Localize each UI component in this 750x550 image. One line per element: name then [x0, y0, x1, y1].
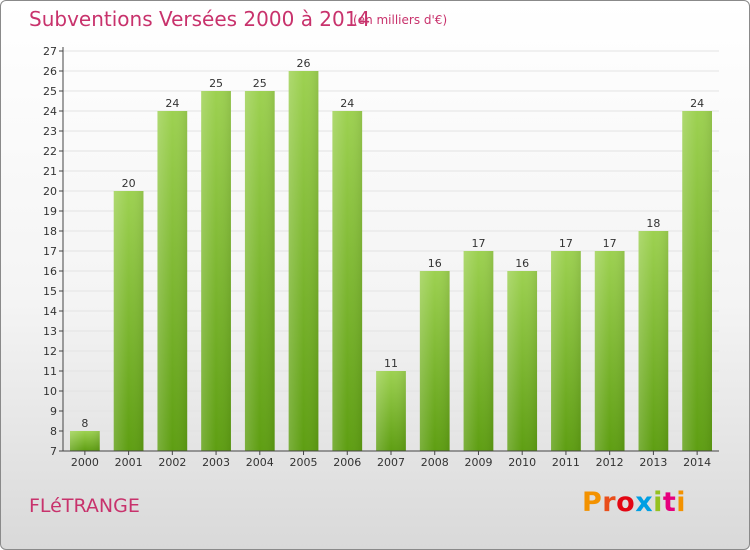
y-tick-label: 17 — [43, 245, 57, 258]
x-tick-label: 2006 — [333, 456, 361, 469]
y-tick-label: 13 — [43, 325, 57, 338]
data-label: 16 — [515, 257, 529, 270]
data-label: 17 — [603, 237, 617, 250]
data-label: 18 — [646, 217, 660, 230]
logo-letter: i — [653, 487, 663, 518]
y-tick-label: 19 — [43, 205, 57, 218]
y-tick-label: 14 — [43, 305, 57, 318]
data-label: 11 — [384, 357, 398, 370]
y-tick-label: 16 — [43, 265, 57, 278]
x-tick-label: 2005 — [290, 456, 318, 469]
y-tick-label: 21 — [43, 165, 57, 178]
x-tick-label: 2013 — [639, 456, 667, 469]
bar-shine — [376, 371, 406, 451]
x-tick-label: 2014 — [683, 456, 711, 469]
y-tick-label: 25 — [43, 85, 57, 98]
y-tick-label: 12 — [43, 345, 57, 358]
bar-shine — [244, 91, 275, 451]
logo-letter: i — [676, 487, 687, 518]
x-tick-label: 2003 — [202, 456, 230, 469]
y-tick-label: 9 — [50, 405, 57, 418]
y-tick-label: 26 — [43, 65, 57, 78]
data-label: 25 — [253, 77, 267, 90]
commune-name: FLéTRANGE — [29, 495, 140, 517]
x-tick-label: 2004 — [246, 456, 274, 469]
y-tick-label: 22 — [43, 145, 57, 158]
data-label: 25 — [209, 77, 223, 90]
y-tick-label: 27 — [43, 45, 57, 58]
bar-shine — [69, 431, 100, 451]
bar-shine — [638, 231, 669, 451]
chart-subtitle: (en milliers d'€) — [353, 13, 448, 27]
bar-shine — [201, 91, 231, 451]
bar-shine — [288, 71, 319, 451]
y-tick-label: 24 — [43, 105, 57, 118]
bar-shine — [551, 251, 581, 451]
data-label: 26 — [297, 57, 311, 70]
data-label: 24 — [690, 97, 704, 110]
logo-letter: o — [616, 487, 636, 518]
bar-shine — [594, 251, 625, 451]
data-label: 8 — [81, 417, 88, 430]
bar-shine — [507, 271, 538, 451]
y-tick-label: 10 — [43, 385, 57, 398]
logo-letter: P — [582, 487, 603, 518]
y-tick-label: 15 — [43, 285, 57, 298]
x-tick-label: 2007 — [377, 456, 405, 469]
x-tick-label: 2001 — [115, 456, 143, 469]
chart-title: Subventions Versées 2000 à 2014 — [29, 7, 371, 31]
logo-letter: t — [662, 487, 677, 518]
y-tick-label: 8 — [50, 425, 57, 438]
x-tick-label: 2002 — [158, 456, 186, 469]
x-tick-label: 2011 — [552, 456, 580, 469]
bar-shine — [113, 191, 144, 451]
bar-shine — [463, 251, 494, 451]
y-tick-label: 11 — [43, 365, 57, 378]
data-label: 16 — [428, 257, 442, 270]
x-tick-label: 2012 — [596, 456, 624, 469]
data-label: 17 — [471, 237, 485, 250]
logo-letter: r — [602, 487, 617, 518]
bar-shine — [419, 271, 450, 451]
bar-shine — [332, 111, 363, 451]
data-label: 17 — [559, 237, 573, 250]
data-label: 24 — [165, 97, 179, 110]
data-label: 20 — [122, 177, 136, 190]
data-label: 24 — [340, 97, 354, 110]
y-tick-label: 20 — [43, 185, 57, 198]
y-tick-label: 7 — [50, 445, 57, 458]
x-tick-label: 2010 — [508, 456, 536, 469]
y-tick-label: 18 — [43, 225, 57, 238]
y-tick-label: 23 — [43, 125, 57, 138]
proxiti-logo: Proxiti — [582, 487, 686, 518]
bar-shine — [157, 111, 188, 451]
bar-shine — [682, 111, 713, 451]
x-tick-label: 2000 — [71, 456, 99, 469]
logo-letter: x — [635, 487, 654, 518]
x-tick-label: 2009 — [464, 456, 492, 469]
x-tick-label: 2008 — [421, 456, 449, 469]
